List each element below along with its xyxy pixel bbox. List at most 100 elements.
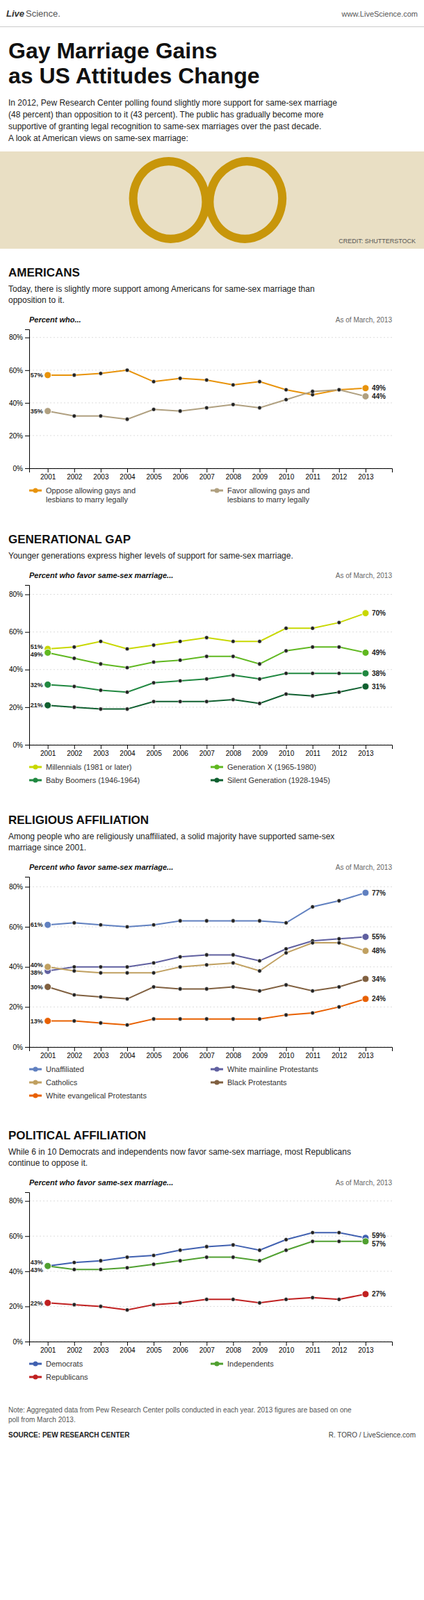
legend-entry: White mainline Protestants bbox=[227, 1065, 319, 1074]
x-tick-label: 2010 bbox=[278, 749, 295, 758]
x-axis-line bbox=[29, 1342, 393, 1348]
x-tick: 2011 bbox=[305, 1342, 321, 1355]
data-label: 77% bbox=[371, 889, 386, 898]
point bbox=[151, 961, 156, 966]
x-tick-mark bbox=[365, 1047, 367, 1052]
end-point bbox=[362, 683, 370, 691]
point bbox=[177, 376, 183, 381]
x-tick-mark bbox=[312, 1047, 314, 1052]
x-tick-mark bbox=[286, 1342, 288, 1347]
point bbox=[337, 1240, 342, 1245]
data-label: 38% bbox=[30, 969, 44, 977]
point bbox=[72, 1267, 77, 1272]
x-tick: 2006 bbox=[173, 468, 190, 481]
y-tick-label: 20% bbox=[9, 1003, 23, 1012]
marks bbox=[44, 368, 370, 422]
data-label: 35% bbox=[30, 408, 44, 415]
legend-entry-line: lesbians to marry legally bbox=[227, 495, 310, 504]
x-tick: 2007 bbox=[199, 1342, 216, 1355]
x-tick: 2009 bbox=[252, 468, 269, 481]
point bbox=[337, 1230, 342, 1236]
y-tick: 80% bbox=[9, 1197, 30, 1206]
x-tick: 2004 bbox=[119, 1047, 136, 1060]
x-tick-mark bbox=[206, 1047, 208, 1052]
x-tick: 2002 bbox=[66, 1047, 83, 1060]
point bbox=[125, 1023, 130, 1028]
x-tick: 2002 bbox=[66, 1342, 83, 1355]
x-tick: 2003 bbox=[93, 1047, 110, 1060]
x-tick: 2006 bbox=[173, 1047, 190, 1060]
point bbox=[337, 690, 342, 695]
x-tick-label: 2004 bbox=[119, 1052, 136, 1060]
x-tick-label: 2013 bbox=[357, 1052, 374, 1060]
page-title: Gay Marriage Gainsas US Attitudes Change bbox=[8, 38, 260, 89]
point bbox=[98, 995, 103, 1000]
point bbox=[257, 1017, 263, 1022]
x-tick: 2005 bbox=[145, 1047, 162, 1060]
point bbox=[284, 1237, 289, 1243]
data-label: 61% bbox=[30, 921, 44, 929]
point bbox=[98, 707, 103, 712]
point bbox=[177, 658, 183, 663]
point bbox=[125, 1308, 130, 1314]
x-tick-label: 2004 bbox=[119, 749, 136, 758]
x-tick-label: 2010 bbox=[278, 1052, 295, 1060]
legend-entry: Democrats bbox=[45, 1360, 84, 1369]
x-tick-label: 2007 bbox=[199, 1052, 216, 1060]
y-axis-title: Percent who favor same-sex marriage... bbox=[29, 863, 174, 872]
x-axis-line bbox=[29, 469, 393, 474]
x-tick-label: 2002 bbox=[66, 1052, 83, 1060]
point bbox=[98, 965, 103, 970]
point bbox=[257, 1301, 263, 1307]
legend-entry: Silent Generation (1928-1945) bbox=[227, 776, 331, 785]
data-label: 44% bbox=[371, 392, 386, 401]
x-tick-label: 2005 bbox=[145, 1347, 162, 1355]
data-label: 24% bbox=[371, 995, 386, 1004]
point bbox=[151, 699, 156, 705]
end-point bbox=[362, 996, 370, 1004]
x-tick-mark bbox=[127, 1342, 128, 1347]
x-tick: 2010 bbox=[278, 745, 295, 758]
y-tick-label: 80% bbox=[9, 590, 23, 599]
x-tick-label: 2009 bbox=[252, 473, 269, 481]
point bbox=[310, 389, 315, 395]
x-tick-label: 2013 bbox=[357, 1347, 374, 1355]
x-tick-label: 2011 bbox=[305, 1347, 321, 1355]
legend-entry: White evangelical Protestants bbox=[45, 1091, 147, 1101]
x-tick-label: 2009 bbox=[252, 749, 269, 758]
x-tick-label: 2006 bbox=[173, 749, 190, 758]
point bbox=[231, 953, 236, 958]
x-tick-mark bbox=[206, 468, 208, 473]
x-tick-mark bbox=[259, 1342, 260, 1347]
point bbox=[125, 368, 130, 373]
y-tick: 20% bbox=[9, 704, 30, 712]
end-point bbox=[44, 649, 52, 657]
legend-entry-line: White mainline Protestants bbox=[227, 1065, 319, 1074]
data-label: 32% bbox=[30, 681, 44, 689]
grid-line bbox=[29, 435, 393, 436]
point bbox=[72, 1303, 77, 1308]
brand-science: Science. bbox=[25, 8, 61, 19]
series-line bbox=[47, 979, 366, 1000]
section-subtitle: Today, there is slightly more support am… bbox=[8, 284, 315, 306]
data-label: 70% bbox=[371, 609, 386, 618]
legend-entry: Republicans bbox=[45, 1373, 89, 1382]
y-axis: 0%20%40%60%80% bbox=[9, 585, 30, 750]
data-label: 38% bbox=[371, 670, 386, 678]
x-tick-label: 2006 bbox=[173, 1052, 190, 1060]
grid-line bbox=[29, 369, 393, 371]
x-tick-label: 2003 bbox=[93, 1347, 110, 1355]
point bbox=[125, 417, 130, 422]
point bbox=[337, 387, 342, 393]
date-note: As of March, 2013 bbox=[335, 863, 393, 872]
end-point bbox=[44, 1018, 52, 1026]
point bbox=[310, 989, 315, 994]
end-point bbox=[44, 681, 52, 689]
legend-entry-line: Independents bbox=[227, 1360, 274, 1369]
x-tick: 2009 bbox=[252, 1342, 269, 1355]
y-tick-mark bbox=[25, 1272, 30, 1273]
y-tick-label: 20% bbox=[9, 704, 23, 712]
x-tick-label: 2001 bbox=[40, 1052, 57, 1060]
point bbox=[204, 953, 209, 958]
point bbox=[257, 969, 263, 974]
